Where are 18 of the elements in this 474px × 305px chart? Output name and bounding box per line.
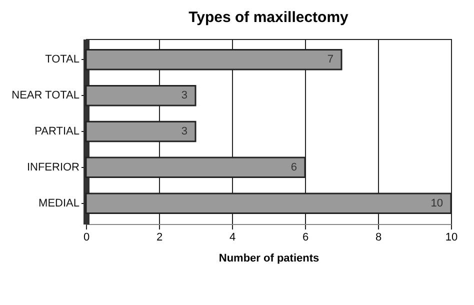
data-label: 7 — [327, 54, 334, 66]
y-tick-label: NEAR TOTAL — [12, 90, 80, 102]
x-tick-label: 6 — [302, 232, 309, 244]
x-tick-label: 0 — [83, 232, 90, 244]
x-tick-label: 10 — [445, 232, 458, 244]
x-tick-label: 4 — [229, 232, 236, 244]
y-tick-label: PARTIAL — [34, 126, 80, 138]
y-tick-label: INFERIOR — [26, 161, 80, 174]
chart-title: Types of maxillectomy — [188, 9, 350, 26]
data-label: 6 — [290, 161, 297, 174]
y-tick-label: MEDIAL — [38, 197, 80, 210]
y-tick-label: TOTAL — [45, 54, 80, 66]
x-axis-title: Number of patients — [218, 252, 320, 264]
x-tick-label: 8 — [375, 232, 382, 244]
data-label: 3 — [181, 90, 188, 102]
data-label: 10 — [430, 197, 443, 210]
data-label: 3 — [181, 126, 188, 138]
x-tick-label: 2 — [156, 232, 163, 244]
